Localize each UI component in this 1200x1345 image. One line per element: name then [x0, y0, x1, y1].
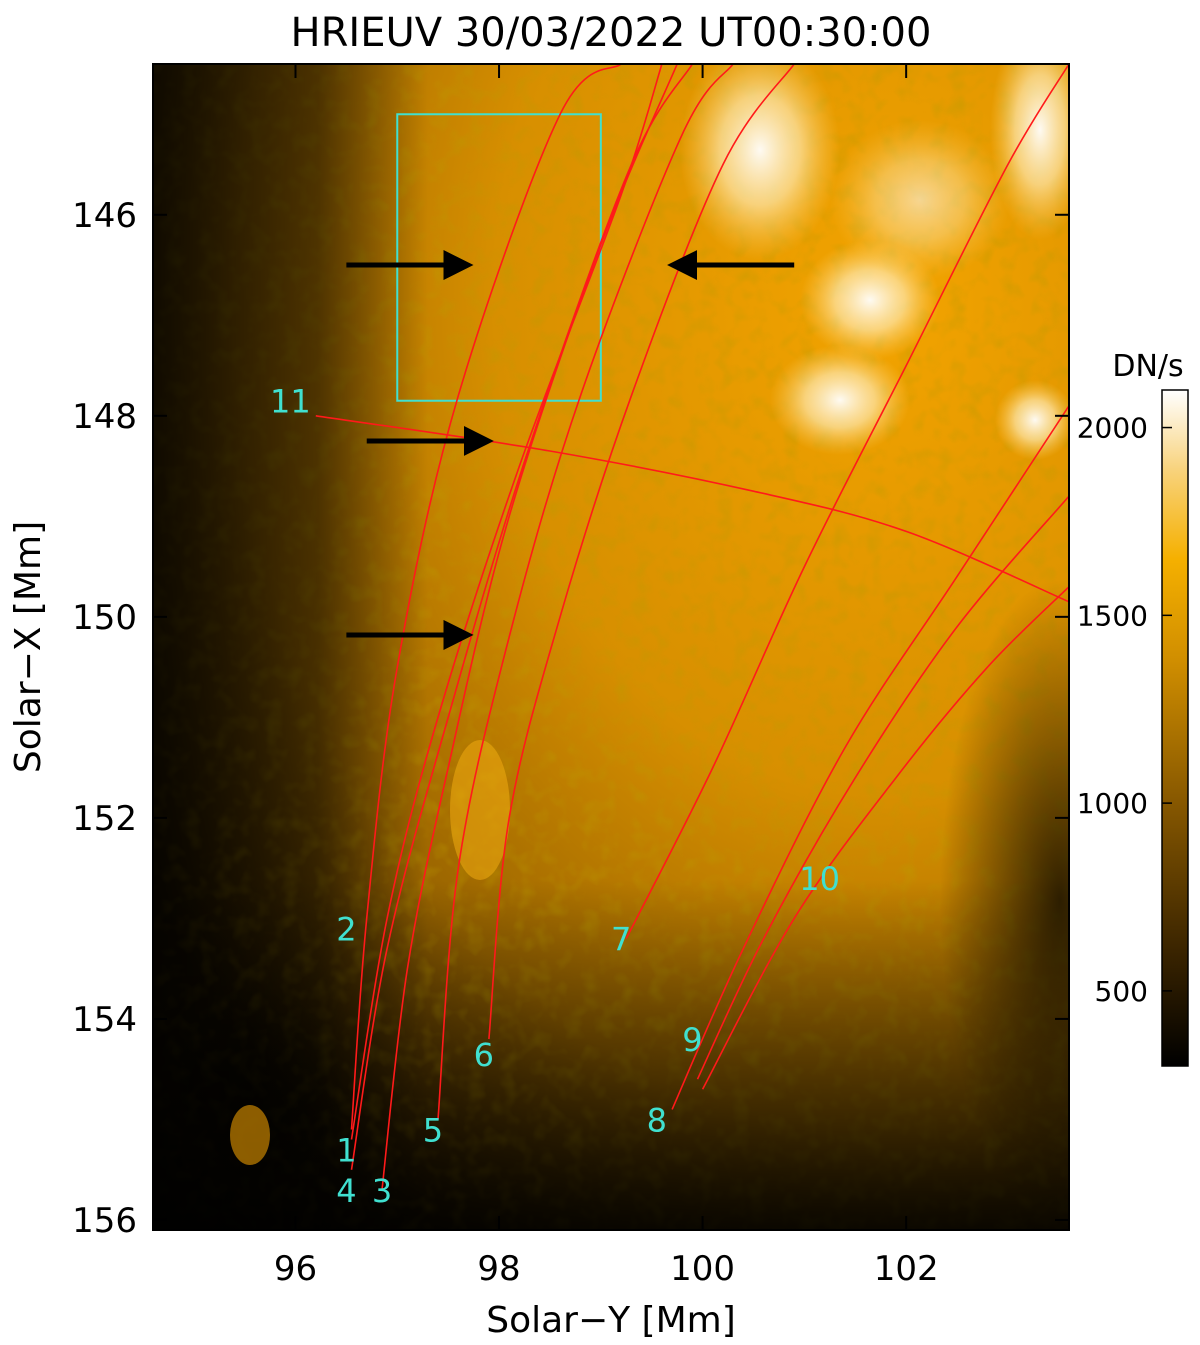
- fieldline-label-7: 7: [611, 921, 631, 959]
- y-tick-label: 148: [72, 397, 137, 437]
- fieldline-label-8: 8: [647, 1101, 667, 1139]
- colorbar-ticks: 500 1000 1500 2000: [1077, 412, 1172, 1008]
- fieldline-11: [315, 415, 1069, 603]
- colorbar-tick-label: 1000: [1077, 787, 1148, 820]
- colorbar-label: DN/s: [1112, 349, 1183, 384]
- y-tick-label: 156: [72, 1201, 137, 1241]
- colorbar-scale: [1161, 389, 1189, 1067]
- fieldline-8: [671, 405, 1069, 1110]
- x-tick-label: 102: [874, 1249, 939, 1289]
- y-tick-label: 152: [72, 799, 137, 839]
- x-tick-label: 100: [670, 1249, 735, 1289]
- fieldline-label-9: 9: [682, 1021, 702, 1059]
- fieldline-label-11: 11: [270, 383, 311, 421]
- arrows: [346, 250, 795, 650]
- colorbar-tick-label: 1500: [1077, 599, 1148, 632]
- fieldline-4: [350, 64, 694, 1170]
- region-box-rect: [396, 113, 602, 402]
- fieldline-label-5: 5: [423, 1111, 443, 1149]
- fieldline-9: [696, 495, 1069, 1080]
- plot-frame: [152, 63, 1070, 1231]
- chart-title: HRIEUV 30/03/2022 UT00:30:00: [291, 10, 932, 56]
- x-tick-label: 98: [477, 1249, 520, 1289]
- fieldlines: [315, 64, 1069, 1190]
- fieldline-10: [701, 586, 1069, 1090]
- fieldline-3: [381, 64, 678, 1190]
- y-tick-label: 146: [72, 196, 137, 236]
- y-tick-label: 150: [72, 598, 137, 638]
- fieldline-label-6: 6: [474, 1036, 494, 1074]
- y-tick-label: 154: [72, 1000, 137, 1040]
- colorbar-tick-label: 2000: [1077, 412, 1148, 445]
- x-tick-label: 96: [274, 1249, 317, 1289]
- region-box: [396, 113, 602, 402]
- fieldline-label-3: 3: [372, 1172, 392, 1210]
- colorbar: DN/s 500 1000 1500 2000: [1077, 349, 1189, 1067]
- x-axis-ticks: 96 98 100 102: [274, 64, 939, 1289]
- fieldline-1: [350, 64, 622, 1130]
- x-axis-label: Solar−Y [Mm]: [486, 1300, 736, 1341]
- fieldline-6: [488, 64, 795, 1040]
- fieldline-label-4: 4: [336, 1172, 356, 1210]
- fieldline-7: [625, 64, 1069, 939]
- y-axis-label: Solar−X [Mm]: [8, 521, 49, 773]
- colorbar-tick-label: 500: [1095, 975, 1148, 1008]
- fieldline-label-2: 2: [336, 910, 356, 948]
- fieldline-label-10: 10: [799, 860, 840, 898]
- fieldline-label-1: 1: [336, 1132, 356, 1170]
- euv-image: [153, 64, 1069, 1230]
- fieldline-5: [437, 64, 734, 1120]
